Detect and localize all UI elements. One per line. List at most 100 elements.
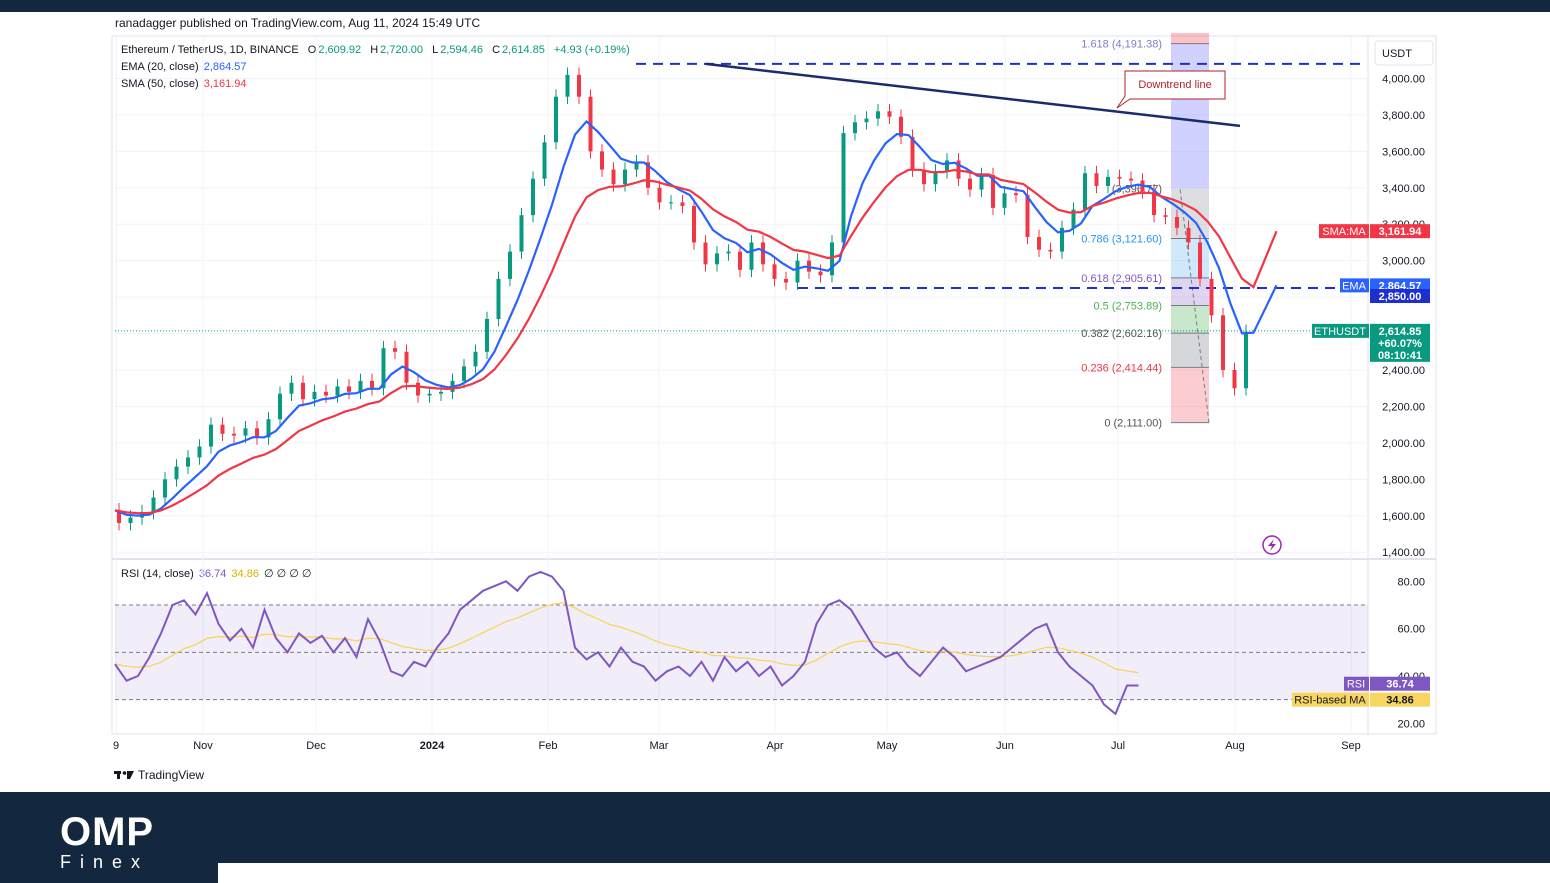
candle-body xyxy=(266,419,271,438)
ema-tag-box xyxy=(1340,278,1369,293)
sma-tag-text: SMA:MA xyxy=(1322,226,1366,238)
candle-body xyxy=(669,202,673,204)
candle-body xyxy=(1060,227,1064,252)
candle-body xyxy=(324,391,328,396)
candle-body xyxy=(381,348,386,389)
level-price-badge-box xyxy=(1370,289,1430,304)
candle-body xyxy=(312,391,317,400)
time-tick-label: Mar xyxy=(650,740,669,752)
candle-body xyxy=(370,380,374,389)
candle-body xyxy=(255,428,259,438)
price-tick-label: 1,600.00 xyxy=(1382,511,1425,523)
rsi-ma-tag-box xyxy=(1292,692,1369,707)
fib-level-label: 0.786 (3,121.60) xyxy=(1081,234,1162,246)
sma-price-badge-text: 3,161.94 xyxy=(1379,226,1423,238)
legend-l-label: L xyxy=(432,44,439,56)
candle-body xyxy=(301,382,305,400)
fib-level-label: 0.618 (2,905.61) xyxy=(1081,273,1162,285)
candle-body xyxy=(749,242,754,270)
rsi-line xyxy=(114,570,1139,716)
candle-body xyxy=(910,136,915,170)
rsi-ma-value-badge-box xyxy=(1370,692,1430,707)
legend-symbol: Ethereum / TetherUS, 1D, BINANCE xyxy=(121,44,299,56)
candle-body xyxy=(634,162,639,170)
tradingview-logo: TradingView xyxy=(114,768,204,782)
price-tick-label: 3,800.00 xyxy=(1382,110,1425,122)
candle-body xyxy=(864,118,869,123)
candle-body xyxy=(186,457,190,467)
fib-level-label: 1.618 (4,191.38) xyxy=(1081,39,1162,51)
candle-body xyxy=(220,424,225,434)
legend-o-label: O xyxy=(307,44,317,56)
candle-body xyxy=(416,382,420,396)
candle-body xyxy=(853,122,857,134)
legend-change: +4.93 (+0.19%) xyxy=(553,44,630,56)
candle-body xyxy=(841,133,846,243)
time-tick-label: Feb xyxy=(539,740,558,752)
candle-body xyxy=(1071,209,1076,228)
fib-level-label: 0.5 (2,753.89) xyxy=(1094,301,1163,313)
candle-body xyxy=(496,278,501,319)
candle-body xyxy=(1232,370,1237,389)
candle-body xyxy=(1163,215,1168,217)
candle-body xyxy=(899,116,903,137)
candle-body xyxy=(163,479,167,498)
price-tick-label: 3,600.00 xyxy=(1382,146,1425,158)
rsi-ma-value-badge-text: 34.86 xyxy=(1386,695,1414,707)
candle-body xyxy=(1083,173,1087,210)
brand-logo: OMP Finex xyxy=(60,812,154,872)
brand-name: OMP xyxy=(60,810,155,854)
candle-body xyxy=(795,260,800,283)
candle-body xyxy=(554,96,558,143)
rsi-tick-label: 80.00 xyxy=(1397,576,1425,588)
candle-body xyxy=(876,111,880,119)
candle-body xyxy=(922,169,926,185)
candle-body xyxy=(600,151,604,170)
candle-body xyxy=(565,74,570,97)
ema-price-badge-box xyxy=(1370,278,1430,293)
legend-close: 2,614.85 xyxy=(502,44,545,56)
candle-body xyxy=(657,187,662,203)
publisher-line: ranadagger published on TradingView.com,… xyxy=(115,16,481,30)
legend-rsi: RSI (14, close) 36.74 34.86 ∅ ∅ ∅ ∅ xyxy=(121,567,314,580)
candle-body xyxy=(1221,315,1225,370)
legend-sma-value: 3,161.94 xyxy=(203,78,247,90)
legend-ema: EMA (20, close) 2,864.57 xyxy=(121,61,249,73)
candle-body xyxy=(715,253,719,265)
candle-body xyxy=(508,251,512,279)
alert-lightning-icon xyxy=(1262,535,1282,555)
candle-body xyxy=(1037,236,1041,250)
legend-ema-value: 2,864.57 xyxy=(203,61,247,73)
fib-zone xyxy=(1171,277,1209,306)
time-tick-label: Apr xyxy=(766,740,783,752)
candle-body xyxy=(772,264,777,279)
candle-body xyxy=(979,175,984,190)
candle-body xyxy=(680,202,685,207)
ema-tag-text: EMA xyxy=(1342,280,1367,292)
last-tag-box xyxy=(1312,323,1369,338)
candle-body xyxy=(968,178,972,190)
price-tick-label: 2,000.00 xyxy=(1382,438,1425,450)
legend-rsi-value: 36.74 xyxy=(198,568,227,580)
candle-body xyxy=(991,175,995,208)
rsi-ma-line xyxy=(114,601,1139,674)
legend-rsi-ma-value: 34.86 xyxy=(231,568,259,580)
legend-high: 2,720.00 xyxy=(380,44,423,56)
tradingview-logo-icon xyxy=(114,771,134,779)
rsi-tick-label: 60.00 xyxy=(1397,624,1425,636)
fib-zone-top xyxy=(1171,32,1209,44)
fib-trend-line xyxy=(1179,188,1210,423)
price-tick-label: 2,400.00 xyxy=(1382,365,1425,377)
candle-body xyxy=(738,251,742,270)
candle-body xyxy=(358,380,363,392)
legend-sma: SMA (50, close) 3,161.94 xyxy=(121,78,249,90)
candle-body xyxy=(197,446,202,458)
candle-body xyxy=(646,162,650,188)
candle-body xyxy=(128,517,133,524)
price-tick-label: 4,000.00 xyxy=(1382,73,1425,85)
brand-sub: Finex xyxy=(60,852,150,872)
candle-body xyxy=(1209,278,1214,316)
candle-body xyxy=(1025,195,1030,237)
candle-body xyxy=(784,278,788,283)
